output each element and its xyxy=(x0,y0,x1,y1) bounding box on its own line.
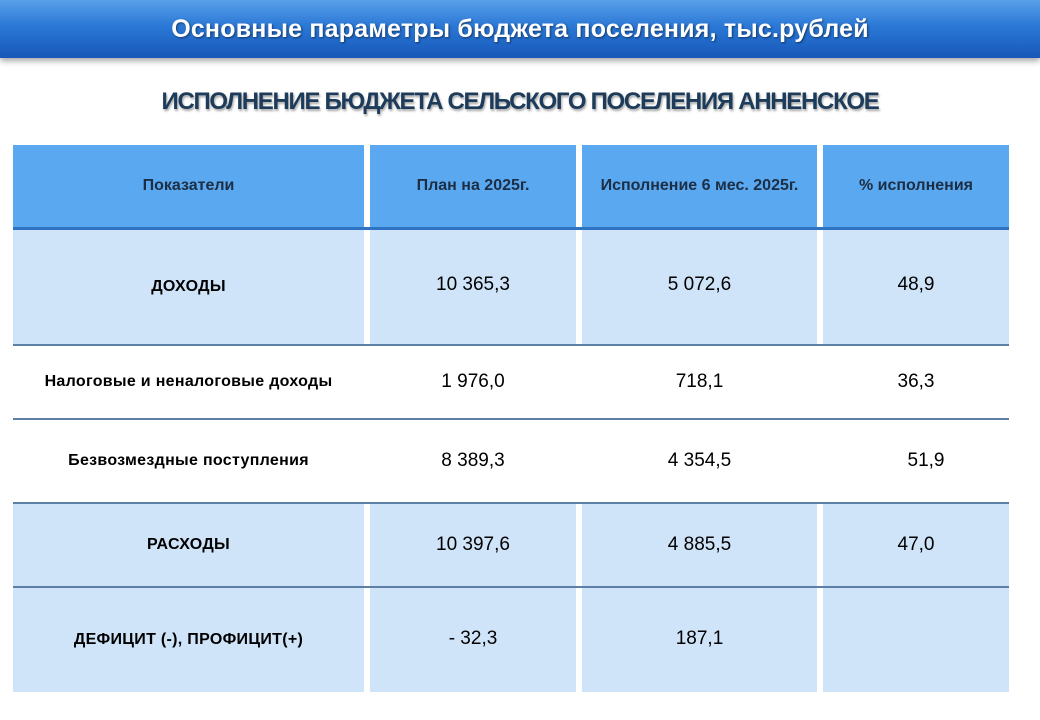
row-plan: - 32,3 xyxy=(370,588,576,692)
table-row-income: ДОХОДЫ 10 365,3 5 072,6 48,9 xyxy=(13,230,1009,344)
row-plan: 10 365,3 xyxy=(370,230,576,344)
row-actual: 4 885,5 xyxy=(582,504,817,586)
row-percent: 51,9 xyxy=(823,420,1009,502)
row-label: Безвозмездные поступления xyxy=(13,420,364,502)
row-label: ДОХОДЫ xyxy=(13,230,364,344)
row-actual: 187,1 xyxy=(582,588,817,692)
section-subtitle: ИСПОЛНЕНИЕ БЮДЖЕТА СЕЛЬСКОГО ПОСЕЛЕНИЯ А… xyxy=(161,88,880,115)
row-percent: 48,9 xyxy=(823,230,1009,344)
row-plan: 1 976,0 xyxy=(370,346,576,418)
row-plan: 10 397,6 xyxy=(370,504,576,586)
row-actual: 5 072,6 xyxy=(582,230,817,344)
table-row-tax-income: Налоговые и неналоговые доходы 1 976,0 7… xyxy=(13,346,1009,418)
header-percent: % исполнения xyxy=(823,145,1009,227)
row-percent: 36,3 xyxy=(823,346,1009,418)
title-banner: Основные параметры бюджета поселения, ты… xyxy=(0,0,1040,58)
budget-table: Показатели План на 2025г. Исполнение 6 м… xyxy=(13,145,1009,692)
row-divider xyxy=(13,344,1009,346)
row-label: РАСХОДЫ xyxy=(13,504,364,586)
page-title: Основные параметры бюджета поселения, ты… xyxy=(171,14,869,43)
row-label: Налоговые и неналоговые доходы xyxy=(13,346,364,418)
table-row-balance: ДЕФИЦИТ (-), ПРОФИЦИТ(+) - 32,3 187,1 xyxy=(13,588,1009,692)
row-percent: 47,0 xyxy=(823,504,1009,586)
header-plan: План на 2025г. xyxy=(370,145,576,227)
header-divider xyxy=(13,227,1009,230)
header-actual: Исполнение 6 мес. 2025г. xyxy=(582,145,817,227)
row-percent xyxy=(823,588,1009,692)
row-divider xyxy=(13,502,1009,504)
row-divider xyxy=(13,586,1009,588)
table-header-row: Показатели План на 2025г. Исполнение 6 м… xyxy=(13,145,1009,227)
row-label: ДЕФИЦИТ (-), ПРОФИЦИТ(+) xyxy=(13,588,364,692)
header-indicator: Показатели xyxy=(13,145,364,227)
table-row-grants: Безвозмездные поступления 8 389,3 4 354,… xyxy=(13,420,1009,502)
row-plan: 8 389,3 xyxy=(370,420,576,502)
row-actual: 4 354,5 xyxy=(582,420,817,502)
row-divider xyxy=(13,418,1009,420)
table-row-expenses: РАСХОДЫ 10 397,6 4 885,5 47,0 xyxy=(13,504,1009,586)
row-actual: 718,1 xyxy=(582,346,817,418)
